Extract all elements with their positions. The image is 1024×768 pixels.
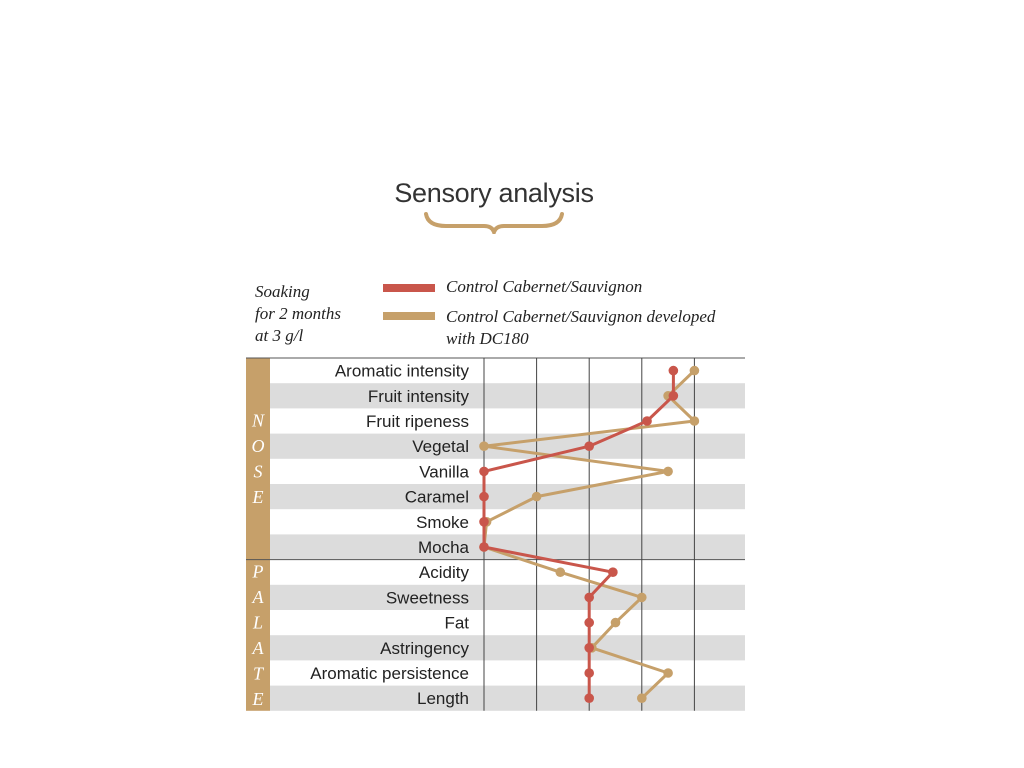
data-point: [479, 491, 489, 502]
category-label: Sweetness: [386, 588, 469, 607]
legend-label-dc180: Control Cabernet/Sauvignon developed wit…: [446, 306, 715, 350]
data-point: [610, 617, 621, 628]
note-line: Soaking: [255, 282, 310, 301]
data-point: [479, 466, 489, 477]
row-stripe: [270, 433, 745, 459]
data-point: [642, 416, 652, 426]
data-point: [637, 592, 647, 603]
brace-ornament: [424, 212, 564, 234]
data-point: [663, 668, 673, 678]
category-label: Astringency: [380, 639, 469, 658]
note-line: at 3 g/l: [255, 326, 304, 345]
group-band: [246, 358, 270, 711]
data-point: [584, 441, 594, 452]
data-point: [663, 466, 673, 477]
data-point: [479, 542, 489, 552]
legend-line: Control Cabernet/Sauvignon developed: [446, 307, 716, 326]
chart-title: Sensory analysis: [394, 178, 594, 208]
soaking-note: Soaking for 2 months at 3 g/l: [255, 281, 341, 347]
group-letter: L: [252, 612, 263, 632]
data-point: [668, 391, 679, 401]
category-label: Acidity: [419, 563, 470, 582]
data-point: [531, 491, 542, 502]
data-point: [479, 441, 489, 452]
note-line: for 2 months: [255, 304, 341, 323]
category-label: Fruit intensity: [368, 387, 470, 406]
legend-swatch-control: [383, 284, 435, 292]
legend-line: Control Cabernet/Sauvignon: [446, 277, 643, 296]
group-letter: S: [254, 462, 263, 482]
category-label: Fat: [444, 614, 469, 633]
group-letter: E: [252, 487, 264, 507]
category-label: Vegetal: [412, 437, 469, 456]
data-point: [689, 416, 700, 426]
category-label: Length: [417, 689, 469, 708]
row-stripe: [270, 484, 745, 510]
data-point: [584, 693, 594, 703]
category-label: Aromatic intensity: [335, 362, 470, 381]
data-point: [584, 592, 594, 603]
legend-label-control: Control Cabernet/Sauvignon: [446, 276, 642, 298]
category-label: Caramel: [405, 488, 469, 507]
group-letter: E: [252, 689, 264, 709]
group-letter: A: [252, 638, 265, 658]
category-label: Mocha: [418, 538, 470, 557]
data-point: [555, 567, 566, 577]
data-point: [584, 643, 594, 653]
group-letter: T: [253, 663, 265, 683]
category-label: Fruit ripeness: [366, 412, 469, 431]
row-stripe: [270, 635, 745, 661]
group-letter: P: [252, 561, 264, 581]
data-point: [479, 517, 489, 527]
data-point: [689, 365, 700, 376]
legend-line: with DC180: [446, 329, 529, 348]
data-point: [608, 567, 618, 577]
data-point: [584, 668, 594, 678]
legend-swatch-dc180: [383, 312, 435, 320]
row-stripe: [270, 685, 745, 711]
data-point: [584, 617, 594, 628]
category-label: Smoke: [416, 513, 469, 532]
data-point: [637, 693, 647, 703]
group-letter: N: [251, 411, 265, 431]
category-label: Aromatic persistence: [310, 664, 469, 683]
row-stripe: [270, 584, 745, 610]
group-letter: O: [252, 436, 265, 456]
group-letter: A: [252, 587, 265, 607]
category-label: Vanilla: [419, 462, 469, 481]
data-point: [668, 365, 679, 376]
